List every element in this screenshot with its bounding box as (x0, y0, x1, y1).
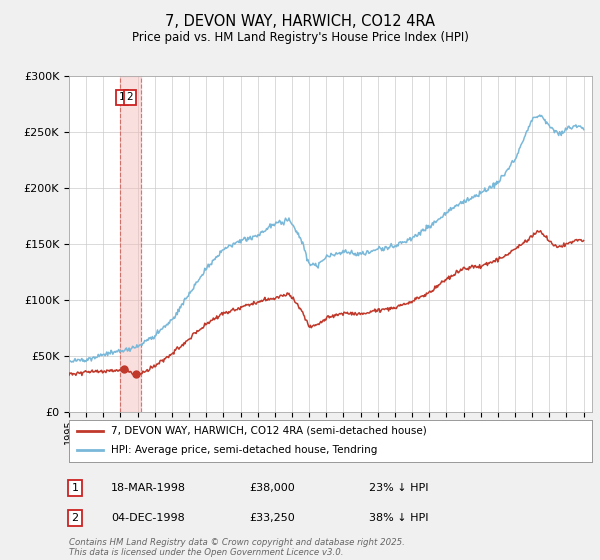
Text: Contains HM Land Registry data © Crown copyright and database right 2025.
This d: Contains HM Land Registry data © Crown c… (69, 538, 405, 557)
Text: Price paid vs. HM Land Registry's House Price Index (HPI): Price paid vs. HM Land Registry's House … (131, 31, 469, 44)
Text: 04-DEC-1998: 04-DEC-1998 (111, 513, 185, 523)
Text: 2: 2 (71, 513, 79, 523)
Text: 18-MAR-1998: 18-MAR-1998 (111, 483, 186, 493)
Text: 38% ↓ HPI: 38% ↓ HPI (369, 513, 428, 523)
Text: 7, DEVON WAY, HARWICH, CO12 4RA: 7, DEVON WAY, HARWICH, CO12 4RA (165, 14, 435, 29)
Text: HPI: Average price, semi-detached house, Tendring: HPI: Average price, semi-detached house,… (111, 445, 377, 455)
Text: 1: 1 (119, 92, 125, 102)
Text: £33,250: £33,250 (249, 513, 295, 523)
Text: 1: 1 (71, 483, 79, 493)
Bar (121, 76, 141, 412)
Text: 23% ↓ HPI: 23% ↓ HPI (369, 483, 428, 493)
Text: £38,000: £38,000 (249, 483, 295, 493)
Text: 7, DEVON WAY, HARWICH, CO12 4RA (semi-detached house): 7, DEVON WAY, HARWICH, CO12 4RA (semi-de… (111, 426, 427, 436)
Text: 2: 2 (127, 92, 133, 102)
